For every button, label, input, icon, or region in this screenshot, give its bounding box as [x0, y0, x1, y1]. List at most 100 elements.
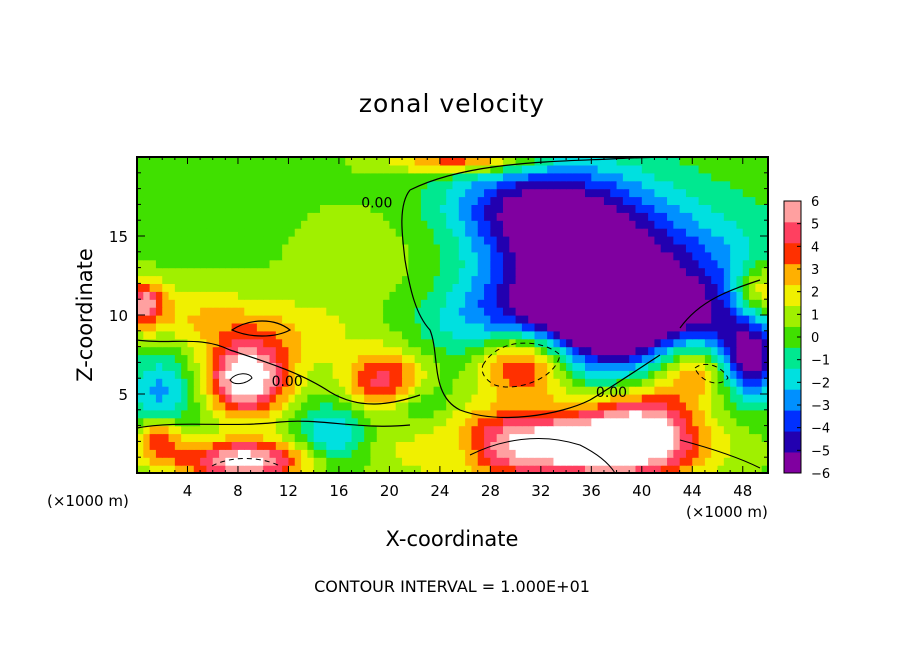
heatmap-cell	[313, 259, 321, 269]
heatmap-cell	[275, 394, 283, 403]
heatmap-cell	[521, 220, 529, 229]
heatmap-cell	[319, 180, 327, 190]
heatmap-cell	[206, 322, 214, 332]
heatmap-cell	[528, 394, 536, 403]
heatmap-cell	[610, 275, 618, 284]
heatmap-cell	[610, 315, 618, 324]
heatmap-cell	[711, 441, 719, 450]
heatmap-cell	[288, 370, 296, 379]
heatmap-cell	[395, 457, 403, 466]
heatmap-cell	[408, 180, 416, 190]
heatmap-cell	[685, 362, 693, 371]
heatmap-cell	[193, 251, 201, 261]
heatmap-cell	[528, 409, 536, 419]
heatmap-cell	[256, 394, 264, 403]
heatmap-cell	[338, 338, 346, 348]
heatmap-cell	[616, 449, 624, 458]
heatmap-cell	[313, 275, 321, 284]
heatmap-cell	[149, 386, 157, 395]
heatmap-cell	[433, 228, 441, 237]
heatmap-cell	[673, 236, 681, 245]
heatmap-cell	[521, 212, 529, 221]
heatmap-cell	[597, 409, 605, 419]
heatmap-cell	[654, 417, 662, 427]
heatmap-cell	[667, 251, 674, 261]
heatmap-cell	[162, 322, 170, 332]
heatmap-cell	[332, 417, 340, 427]
heatmap-cell	[231, 275, 239, 284]
heatmap-cell	[439, 449, 447, 458]
heatmap-cell	[603, 417, 611, 427]
y-tick-label: 15	[109, 228, 128, 246]
heatmap-cell	[610, 172, 618, 182]
heatmap-cell	[357, 259, 365, 269]
heatmap-cell	[496, 259, 504, 269]
heatmap-cell	[282, 243, 290, 253]
heatmap-cell	[660, 228, 668, 237]
heatmap-cell	[711, 228, 719, 237]
heatmap-cell	[200, 386, 208, 395]
heatmap-cell	[635, 370, 643, 379]
heatmap-cell	[326, 196, 334, 205]
heatmap-cell	[477, 378, 485, 387]
heatmap-cell	[370, 378, 378, 387]
heatmap-cell	[698, 386, 706, 395]
heatmap-cell	[610, 220, 618, 229]
heatmap-cell	[225, 417, 233, 427]
heatmap-cell	[603, 283, 611, 292]
heatmap-cell	[660, 330, 668, 340]
heatmap-cell	[540, 362, 548, 371]
heatmap-cell	[648, 449, 656, 458]
heatmap-cell	[578, 283, 586, 292]
heatmap-cell	[749, 164, 756, 174]
heatmap-cell	[225, 275, 233, 284]
heatmap-cell	[704, 465, 712, 473]
heatmap-cell	[471, 307, 479, 316]
heatmap-cell	[294, 172, 302, 182]
heatmap-cell	[256, 354, 264, 363]
heatmap-cell	[319, 291, 327, 300]
heatmap-cell	[275, 243, 283, 253]
heatmap-cell	[648, 212, 656, 221]
heatmap-cell	[597, 299, 605, 308]
heatmap-cell	[376, 180, 384, 190]
heatmap-cell	[685, 457, 693, 466]
heatmap-cell	[200, 196, 208, 205]
heatmap-cell	[383, 441, 390, 450]
heatmap-cell	[679, 172, 687, 182]
heatmap-cell	[433, 180, 441, 190]
heatmap-cell	[723, 401, 731, 411]
heatmap-cell	[420, 291, 428, 300]
heatmap-cell	[673, 354, 681, 363]
heatmap-cell	[685, 394, 693, 403]
heatmap-cell	[540, 251, 548, 261]
heatmap-cell	[383, 338, 390, 348]
heatmap-cell	[168, 275, 176, 284]
heatmap-cell	[193, 275, 201, 284]
heatmap-cell	[332, 236, 340, 245]
heatmap-cell	[155, 338, 163, 348]
heatmap-cell	[395, 346, 403, 356]
heatmap-cell	[149, 401, 157, 411]
x-tick-label: 4	[183, 482, 193, 500]
heatmap-cell	[294, 338, 302, 348]
heatmap-cell	[641, 386, 649, 395]
x-tick-label: 48	[733, 482, 752, 500]
heatmap-cell	[692, 338, 700, 348]
heatmap-cell	[698, 322, 706, 332]
heatmap-cell	[648, 172, 656, 182]
heatmap-cell	[717, 188, 725, 198]
heatmap-cell	[446, 338, 454, 348]
heatmap-cell	[206, 449, 214, 458]
heatmap-cell	[212, 299, 220, 308]
heatmap-cell	[496, 283, 504, 292]
heatmap-cell	[376, 457, 384, 466]
heatmap-cell	[433, 370, 441, 379]
heatmap-cell	[168, 362, 176, 371]
heatmap-cell	[162, 433, 170, 442]
heatmap-cell	[395, 386, 403, 395]
heatmap-cell	[723, 236, 731, 245]
heatmap-cell	[351, 441, 359, 450]
heatmap-cell	[288, 204, 296, 213]
heatmap-cell	[452, 401, 460, 411]
